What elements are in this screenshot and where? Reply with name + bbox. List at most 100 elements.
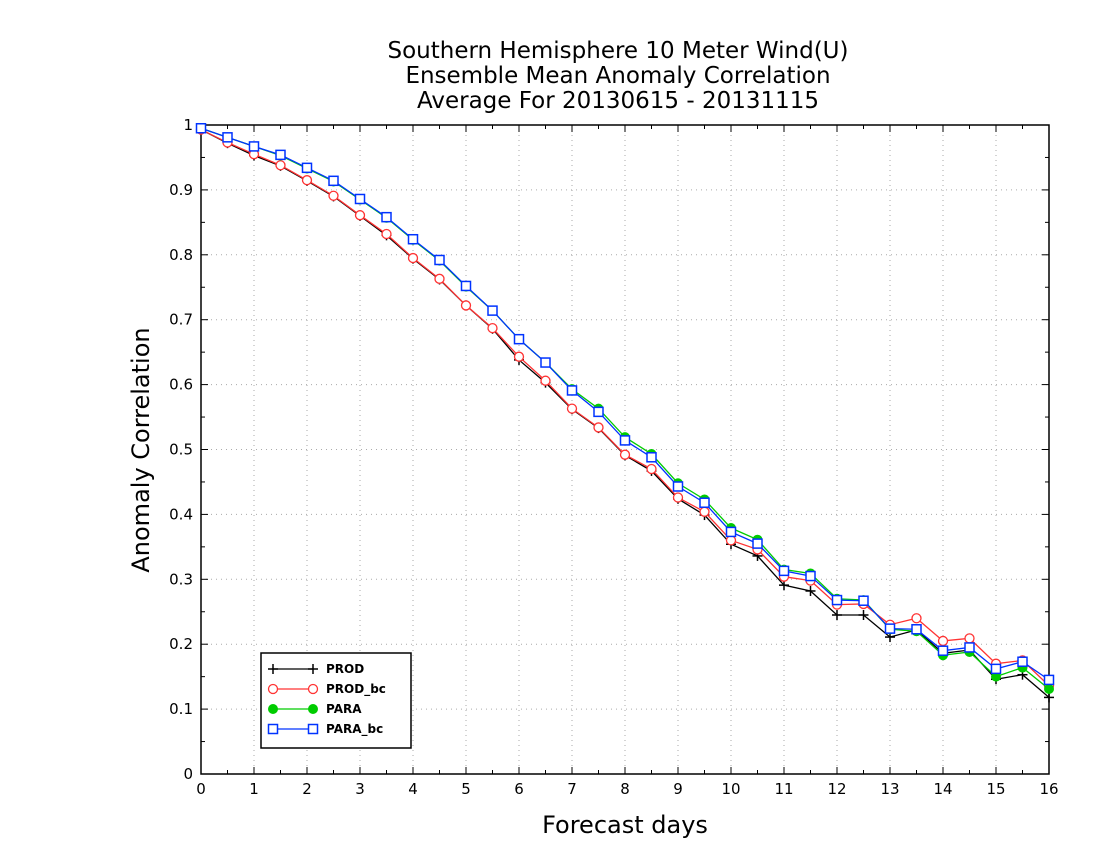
x-tick-label: 1	[249, 780, 259, 798]
legend-label-para-bc: PARA_bc	[326, 722, 383, 737]
x-axis-label: Forecast days	[542, 811, 708, 839]
point-prod-bc-shape	[672, 492, 684, 503]
point-para-bc	[195, 122, 207, 134]
point-para-bc-shape	[328, 175, 339, 187]
point-prod	[1044, 692, 1054, 703]
y-tick-label: 0.6	[169, 376, 193, 394]
y-tick-label: 0.2	[169, 635, 193, 653]
x-tick-label: 0	[196, 780, 206, 798]
point-para-bc-shape	[990, 663, 1002, 675]
point-para-bc-shape	[434, 254, 445, 266]
point-para-bc-shape	[195, 122, 207, 134]
point-prod	[832, 609, 842, 620]
series-line-prod-bc	[200, 128, 1050, 687]
point-prod-bc	[540, 375, 551, 386]
point-prod-bc-shape	[540, 375, 551, 386]
point-para-bc-shape	[752, 538, 763, 549]
point-para-bc	[222, 132, 233, 143]
point-para-bc-shape	[619, 435, 631, 446]
point-prod-bc-shape	[619, 449, 631, 460]
point-prod-bc-shape	[513, 351, 525, 362]
point-para-bc	[513, 333, 525, 345]
legend-marker-prod	[308, 664, 318, 674]
point-para-bc	[354, 193, 366, 205]
axes: 0 1 2 3 4 5 6 7 8 9 10 11 12 13 14 15 1600.10.20.30.40.5…	[169, 116, 1058, 798]
legend: PROD PROD_bc PARA PARA_bc	[260, 652, 412, 749]
point-prod-bc-shape	[646, 463, 657, 475]
point-para-bc	[911, 624, 922, 635]
point-prod-bc	[301, 175, 313, 186]
point-prod-bc	[937, 635, 949, 647]
point-para-bc-shape	[460, 280, 472, 292]
point-prod	[805, 585, 816, 596]
point-para-shape	[1044, 683, 1054, 694]
point-prod-bc-shape	[566, 403, 578, 414]
x-tick-label: 4	[408, 780, 418, 798]
point-prod-bc	[460, 300, 472, 311]
point-prod-bc-shape	[460, 300, 472, 311]
point-para-bc	[460, 280, 472, 292]
legend-marker-prod-bc	[307, 683, 319, 695]
point-para-bc	[937, 645, 949, 656]
y-axis-label: Anomaly Correlation	[127, 327, 155, 572]
point-prod-bc-shape	[328, 190, 339, 201]
point-prod-bc-shape	[964, 633, 975, 644]
x-tick-label: 6	[514, 780, 524, 798]
x-tick-label: 2	[302, 780, 312, 798]
point-prod-bc-shape	[487, 322, 498, 334]
legend-marker-para-bc-shape	[307, 723, 319, 735]
point-para-bc-shape	[937, 645, 949, 656]
point-para-bc-shape	[540, 357, 551, 368]
chart-title-line-1: Southern Hemisphere 10 Meter Wind(U)	[388, 38, 849, 64]
x-tick-label: 16	[1039, 780, 1058, 798]
y-tick-label: 0.7	[169, 311, 193, 329]
legend-marker-para-bc	[307, 723, 319, 735]
y-tick-label: 0.5	[169, 441, 193, 459]
point-para-bc	[964, 642, 975, 653]
legend-marker-para-shape	[308, 704, 318, 714]
legend-marker-prod-bc-shape	[307, 683, 319, 695]
x-tick-label: 8	[620, 780, 630, 798]
y-tick-label: 0.9	[169, 181, 193, 199]
point-prod-bc	[487, 322, 498, 334]
point-para-bc-shape	[646, 452, 657, 463]
point-para-bc	[672, 481, 684, 492]
legend-marker-para-bc	[267, 723, 279, 735]
point-prod-bc	[593, 422, 604, 433]
x-tick-label: 14	[933, 780, 952, 798]
point-para-bc-shape	[831, 594, 843, 606]
point-prod-bc-shape	[275, 160, 286, 171]
point-prod-bc	[725, 535, 737, 546]
x-tick-label: 15	[986, 780, 1005, 798]
legend-marker-prod-bc-shape	[267, 683, 279, 695]
x-tick-label: 9	[673, 780, 683, 798]
legend-marker-para-shape	[268, 704, 278, 714]
point-para-bc-shape	[805, 570, 816, 582]
x-tick-label: 13	[880, 780, 899, 798]
point-para-bc	[407, 233, 419, 245]
point-prod-bc-shape	[593, 422, 604, 433]
point-para-bc-shape	[1043, 674, 1055, 686]
point-prod-bc	[275, 160, 286, 171]
point-para-bc-shape	[513, 333, 525, 345]
chart-title-line-3: Average For 20130615 - 20131115	[417, 88, 819, 114]
y-tick-label: 0.1	[169, 700, 193, 718]
point-para-bc-shape	[699, 497, 710, 508]
point-para-bc-shape	[301, 162, 313, 174]
point-prod-bc	[434, 273, 445, 284]
point-para-bc	[725, 526, 737, 538]
point-prod-bc	[646, 463, 657, 475]
point-para	[1044, 683, 1054, 694]
plot-frame	[200, 124, 1050, 775]
point-prod-bc	[911, 613, 922, 624]
point-prod-bc-shape	[407, 252, 419, 264]
legend-marker-para-bc-shape	[267, 723, 279, 735]
legend-marker-para	[268, 704, 278, 714]
point-para-bc-shape	[487, 305, 498, 316]
point-para-bc-shape	[1017, 656, 1028, 667]
point-prod-bc	[407, 252, 419, 264]
x-tick-label: 5	[461, 780, 471, 798]
point-para-bc	[1017, 656, 1028, 667]
point-prod-bc	[513, 351, 525, 362]
point-para-bc	[434, 254, 445, 266]
